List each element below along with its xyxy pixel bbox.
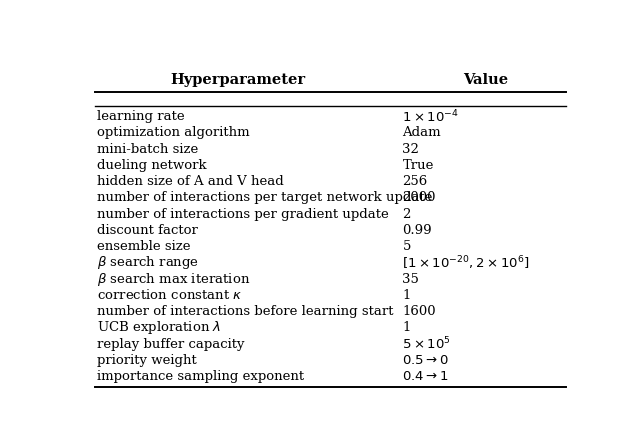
Text: dueling network: dueling network xyxy=(97,159,207,172)
Text: 2000: 2000 xyxy=(403,191,436,204)
Text: 5: 5 xyxy=(403,240,411,253)
Text: learning rate: learning rate xyxy=(97,110,185,123)
Text: number of interactions per target network update: number of interactions per target networ… xyxy=(97,191,433,204)
Text: 32: 32 xyxy=(403,143,419,156)
Text: Hyperparameter: Hyperparameter xyxy=(170,73,305,87)
Text: number of interactions before learning start: number of interactions before learning s… xyxy=(97,305,394,318)
Text: 1: 1 xyxy=(403,289,411,302)
Text: correction constant $\kappa$: correction constant $\kappa$ xyxy=(97,289,243,302)
Text: $0.4 \rightarrow 1$: $0.4 \rightarrow 1$ xyxy=(403,370,449,383)
Text: number of interactions per gradient update: number of interactions per gradient upda… xyxy=(97,208,389,221)
Text: UCB exploration $\lambda$: UCB exploration $\lambda$ xyxy=(97,320,221,336)
Text: 35: 35 xyxy=(403,273,419,286)
Text: Adam: Adam xyxy=(403,126,441,139)
Text: 1600: 1600 xyxy=(403,305,436,318)
Text: priority weight: priority weight xyxy=(97,354,197,367)
Text: $[1 \times 10^{-20}, 2 \times 10^{6}]$: $[1 \times 10^{-20}, 2 \times 10^{6}]$ xyxy=(403,254,530,272)
Text: 1: 1 xyxy=(403,321,411,335)
Text: 2: 2 xyxy=(403,208,411,221)
Text: True: True xyxy=(403,159,434,172)
Text: importance sampling exponent: importance sampling exponent xyxy=(97,370,305,383)
Text: 0.99: 0.99 xyxy=(403,224,432,237)
Text: replay buffer capacity: replay buffer capacity xyxy=(97,338,245,351)
Text: $5 \times 10^{5}$: $5 \times 10^{5}$ xyxy=(403,336,451,353)
Text: mini-batch size: mini-batch size xyxy=(97,143,198,156)
Text: $\beta$ search max iteration: $\beta$ search max iteration xyxy=(97,271,251,288)
Text: discount factor: discount factor xyxy=(97,224,198,237)
Text: Value: Value xyxy=(463,73,508,87)
Text: $0.5 \rightarrow 0$: $0.5 \rightarrow 0$ xyxy=(403,354,449,367)
Text: $\beta$ search range: $\beta$ search range xyxy=(97,255,200,271)
Text: optimization algorithm: optimization algorithm xyxy=(97,126,250,139)
Text: $1 \times 10^{-4}$: $1 \times 10^{-4}$ xyxy=(403,108,459,125)
Text: 256: 256 xyxy=(403,175,428,188)
Text: hidden size of A and V head: hidden size of A and V head xyxy=(97,175,284,188)
Text: ensemble size: ensemble size xyxy=(97,240,191,253)
